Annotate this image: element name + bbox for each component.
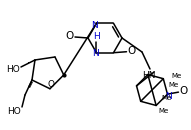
Text: Me: Me xyxy=(168,82,179,88)
Text: O: O xyxy=(179,86,188,96)
Text: O: O xyxy=(66,31,74,41)
Text: O: O xyxy=(47,80,54,89)
Text: O: O xyxy=(127,46,136,56)
Text: Me: Me xyxy=(158,108,168,114)
Text: HO: HO xyxy=(6,66,20,74)
Text: Me: Me xyxy=(171,73,182,79)
Text: HN: HN xyxy=(142,70,156,80)
Text: N: N xyxy=(92,49,99,58)
Text: Me: Me xyxy=(161,95,171,101)
Text: N: N xyxy=(165,92,172,101)
Text: H: H xyxy=(93,32,100,41)
Text: HO: HO xyxy=(7,108,21,116)
Text: N: N xyxy=(91,21,98,30)
